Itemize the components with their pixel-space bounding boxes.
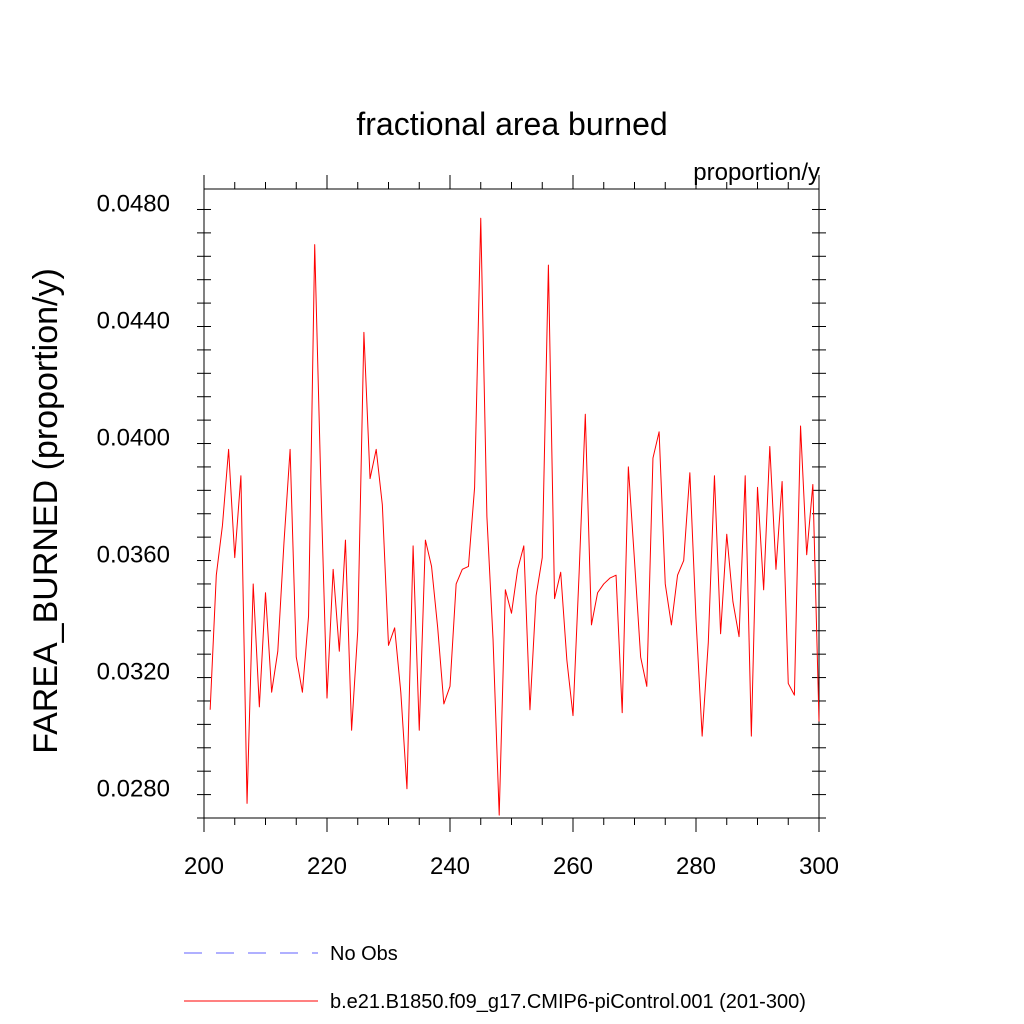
units-label: proportion/y (693, 159, 820, 186)
legend-main-label: b.e21.B1850.f09_g17.CMIP6-piControl.001 … (330, 991, 806, 1013)
legend: No Obs b.e21.B1850.f09_g17.CMIP6-piContr… (184, 943, 806, 1013)
y-tick-label: 0.0440 (97, 308, 170, 335)
y-axis-label: FAREA_BURNED (proportion/y) (27, 268, 65, 754)
x-tick-label: 200 (184, 853, 224, 880)
plot-area (209, 217, 820, 816)
y-tick-label: 0.0360 (97, 542, 170, 569)
y-tick-label: 0.0280 (97, 776, 170, 803)
x-tick-label: 220 (307, 853, 347, 880)
chart-title: fractional area burned (356, 106, 667, 142)
x-tick-label: 300 (799, 853, 839, 880)
x-tick-label: 280 (676, 853, 716, 880)
series-line (209, 217, 820, 816)
plot-frame (203, 188, 820, 819)
x-tick-label: 240 (430, 853, 470, 880)
y-tick-label: 0.0480 (97, 191, 170, 218)
y-axis-ticks: 0.0280 0.0320 0.0360 0.0400 0.0440 0.0480 (97, 191, 826, 819)
y-tick-label: 0.0320 (97, 659, 170, 686)
legend-no-obs-label: No Obs (330, 943, 398, 965)
x-axis-ticks: 200 220 240 260 280 300 (184, 175, 839, 880)
x-tick-label: 260 (553, 853, 593, 880)
y-tick-label: 0.0400 (97, 425, 170, 452)
